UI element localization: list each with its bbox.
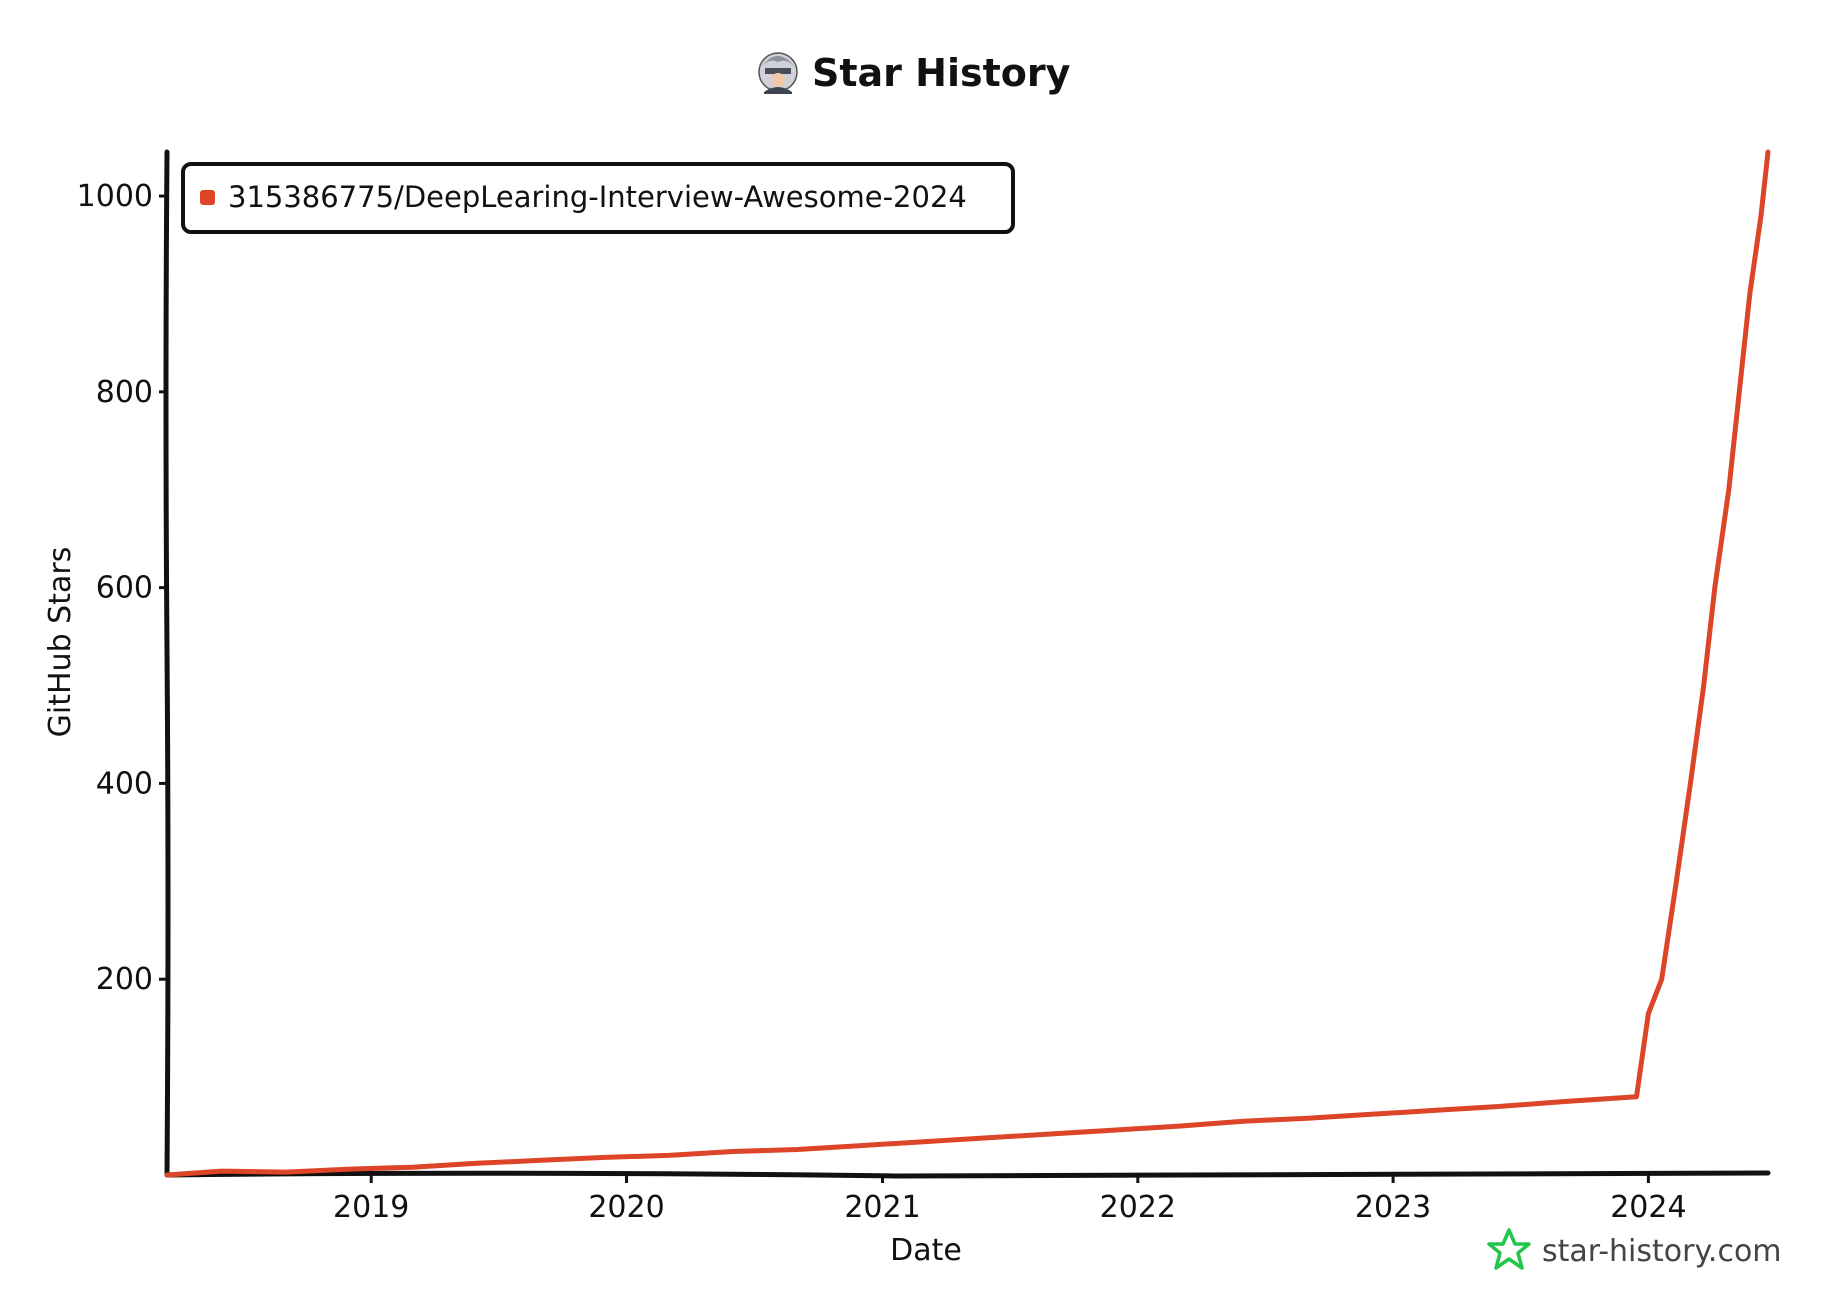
x-tick-label: 2023 bbox=[1355, 1190, 1431, 1225]
x-tick-label: 2024 bbox=[1610, 1190, 1686, 1225]
x-tick-label: 2021 bbox=[844, 1190, 920, 1225]
star-outline-icon bbox=[1487, 1228, 1531, 1270]
watermark[interactable]: star-history.com bbox=[1487, 1228, 1782, 1270]
legend-label: 315386775/DeepLearing-Interview-Awesome-… bbox=[228, 180, 967, 214]
series-line bbox=[164, 149, 1771, 1178]
y-tick-label: 200 bbox=[96, 962, 153, 997]
y-axis-label: GitHub Stars bbox=[43, 547, 78, 738]
x-tick-label: 2019 bbox=[333, 1190, 409, 1225]
y-tick-label: 400 bbox=[96, 766, 153, 801]
y-tick-label: 600 bbox=[96, 571, 153, 606]
y-tick-label: 800 bbox=[96, 375, 153, 410]
x-axis-line bbox=[164, 1170, 1771, 1179]
legend: 315386775/DeepLearing-Interview-Awesome-… bbox=[181, 162, 1015, 234]
y-tick-label: 1000 bbox=[77, 179, 153, 214]
legend-box bbox=[181, 162, 1015, 234]
avatar-icon bbox=[758, 52, 798, 94]
y-tick-group: 200 400 600 800 1000 bbox=[77, 179, 167, 997]
x-tick-label: 2020 bbox=[588, 1190, 664, 1225]
chart-title: Star History bbox=[812, 51, 1071, 95]
x-tick-label: 2022 bbox=[1100, 1190, 1176, 1225]
x-tick-group: 2019 2020 2021 2022 2023 2024 bbox=[333, 1175, 1687, 1225]
watermark-text: star-history.com bbox=[1542, 1234, 1782, 1269]
y-axis-line bbox=[163, 149, 171, 1178]
series-group bbox=[164, 149, 1771, 1178]
chart-title-group: Star History bbox=[758, 51, 1071, 95]
legend-swatch bbox=[200, 190, 215, 205]
x-axis-label: Date bbox=[890, 1233, 962, 1268]
